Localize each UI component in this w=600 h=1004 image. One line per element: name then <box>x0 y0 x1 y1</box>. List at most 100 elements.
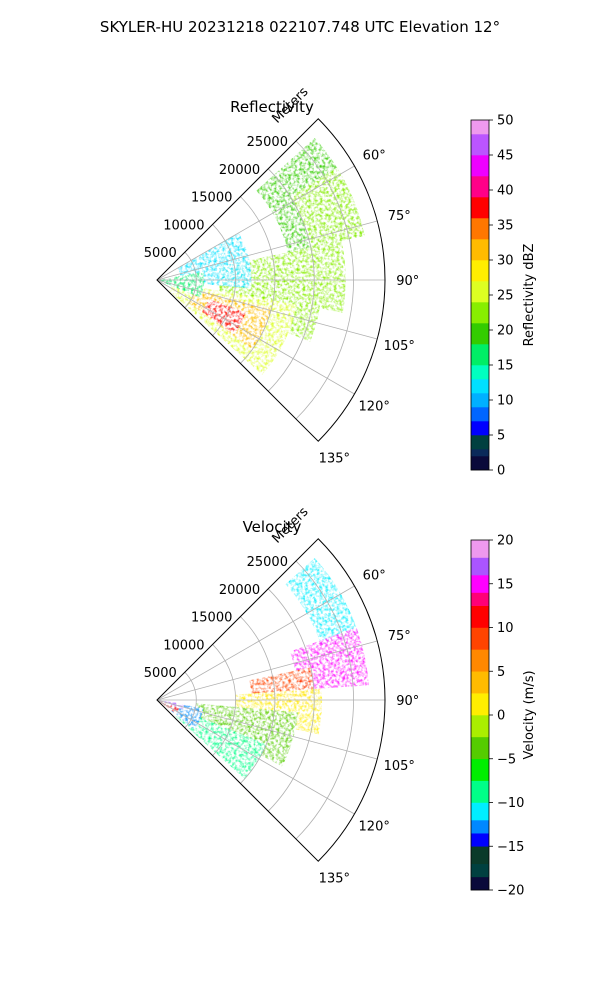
azimuth-tick-label: 105° <box>384 339 415 354</box>
colorbar-tick-label: −20 <box>497 884 524 899</box>
colorbar-tick-label: 50 <box>497 114 514 129</box>
reflectivity-panel: Reflectivity 5000 10000 15000 20000 25000 60… <box>144 84 537 478</box>
azimuth-spoke <box>156 220 378 281</box>
colorbar-tick-label: 35 <box>497 219 514 234</box>
colorbar-segment <box>471 239 489 261</box>
azimuth-tick-label: 60° <box>363 149 386 164</box>
colorbar-segment <box>471 715 489 738</box>
colorbar-tick-label: 5 <box>497 665 505 680</box>
colorbar-segment <box>471 758 489 781</box>
colorbar-tick-label: 10 <box>497 621 514 636</box>
colorbar-segment <box>471 575 489 593</box>
colorbar-segment <box>471 833 489 847</box>
colorbar-segment <box>471 393 489 408</box>
velocity-grid <box>156 560 385 840</box>
colorbar-tick-label: 25 <box>497 289 514 304</box>
colorbar-segment <box>471 281 489 303</box>
range-tick-label: 25000 <box>247 135 288 150</box>
velocity-colorbar-label: Velocity (m/s) <box>522 670 537 759</box>
colorbar-segment <box>471 627 489 650</box>
colorbar-segment <box>471 876 489 891</box>
colorbar-segment <box>471 120 489 135</box>
colorbar-segment <box>471 802 489 821</box>
range-tick-label: 5000 <box>144 246 177 261</box>
colorbar-segment <box>471 344 489 366</box>
echo-region <box>285 557 359 647</box>
figure-title: SKYLER-HU 20231218 022107.748 UTC Elevat… <box>100 18 500 36</box>
colorbar-segment <box>471 302 489 324</box>
colorbar-segment <box>471 780 489 803</box>
azimuth-tick-label: 90° <box>396 274 419 289</box>
range-tick-label: 25000 <box>247 555 288 570</box>
colorbar-tick-label: 0 <box>497 709 505 724</box>
azimuth-tick-label: 105° <box>384 759 415 774</box>
colorbar-segment <box>471 540 489 558</box>
echo-region <box>159 271 205 298</box>
azimuth-tick-label: 75° <box>388 629 411 644</box>
colorbar-segment <box>471 365 489 380</box>
velocity-panel: Velocity 5000 10000 15000 20000 25000 60° 75°… <box>144 504 537 898</box>
colorbar-segment <box>471 649 489 672</box>
velocity-range-labels: 5000 10000 15000 20000 25000 <box>144 555 288 681</box>
reflectivity-colorbar: 0 5 10 15 20 25 30 35 40 45 50 <box>470 114 514 479</box>
colorbar-segment <box>471 407 489 422</box>
reflectivity-echo-layer <box>159 137 365 375</box>
azimuth-spoke <box>156 640 378 701</box>
colorbar-tick-label: 15 <box>497 359 514 374</box>
velocity-echo-layer <box>159 557 369 779</box>
azimuth-tick-label: 120° <box>359 399 390 414</box>
colorbar-segment <box>471 435 489 450</box>
velocity-frame <box>156 538 386 862</box>
range-tick-label: 20000 <box>219 583 260 598</box>
colorbar-segment <box>471 693 489 716</box>
echo-region <box>191 703 298 767</box>
colorbar-segment <box>471 605 489 628</box>
colorbar-segment <box>471 421 489 436</box>
azimuth-spoke <box>156 585 355 701</box>
colorbar-tick-label: 30 <box>497 254 514 269</box>
colorbar-segment <box>471 820 489 834</box>
colorbar-segment <box>471 155 489 177</box>
reflectivity-colorbar-label: Reflectivity dBZ <box>522 244 537 347</box>
range-tick-label: 15000 <box>191 611 232 626</box>
colorbar-segment <box>471 456 489 471</box>
reflectivity-grid <box>156 140 385 420</box>
azimuth-tick-label: 135° <box>319 871 350 886</box>
colorbar-segment <box>471 449 489 457</box>
reflectivity-title: Reflectivity <box>230 98 314 116</box>
colorbar-segment <box>471 671 489 694</box>
colorbar-segment <box>471 197 489 219</box>
colorbar-segment <box>471 379 489 394</box>
colorbar-segment <box>471 846 489 865</box>
colorbar-segment <box>471 323 489 345</box>
azimuth-spoke <box>156 279 378 340</box>
colorbar-segment <box>471 176 489 198</box>
colorbar-segment <box>471 134 489 156</box>
azimuth-tick-label: 75° <box>388 209 411 224</box>
azimuth-tick-label: 60° <box>363 569 386 584</box>
velocity-title: Velocity <box>243 518 302 536</box>
reflectivity-range-labels: 5000 10000 15000 20000 25000 <box>144 135 288 261</box>
reflectivity-frame <box>156 118 386 442</box>
range-tick-label: 5000 <box>144 666 177 681</box>
azimuth-tick-label: 90° <box>396 694 419 709</box>
azimuth-spoke <box>156 699 355 815</box>
range-tick-label: 10000 <box>163 218 204 233</box>
colorbar-tick-label: −5 <box>497 752 516 767</box>
echo-region <box>174 708 267 779</box>
azimuth-spoke <box>156 165 355 281</box>
colorbar-segment <box>471 557 489 576</box>
colorbar-segment <box>471 260 489 282</box>
range-tick-label: 15000 <box>191 191 232 206</box>
colorbar-tick-label: 10 <box>497 394 514 409</box>
range-tick-label: 10000 <box>163 638 204 653</box>
colorbar-tick-label: 5 <box>497 429 505 444</box>
reflectivity-azimuth-labels: 60° 75° 90° 105° 120° 135° <box>319 149 420 467</box>
colorbar-segment <box>471 863 489 878</box>
range-tick-label: 20000 <box>219 163 260 178</box>
colorbar-tick-label: 45 <box>497 149 514 164</box>
azimuth-spoke <box>156 279 355 395</box>
colorbar-segment <box>471 736 489 760</box>
